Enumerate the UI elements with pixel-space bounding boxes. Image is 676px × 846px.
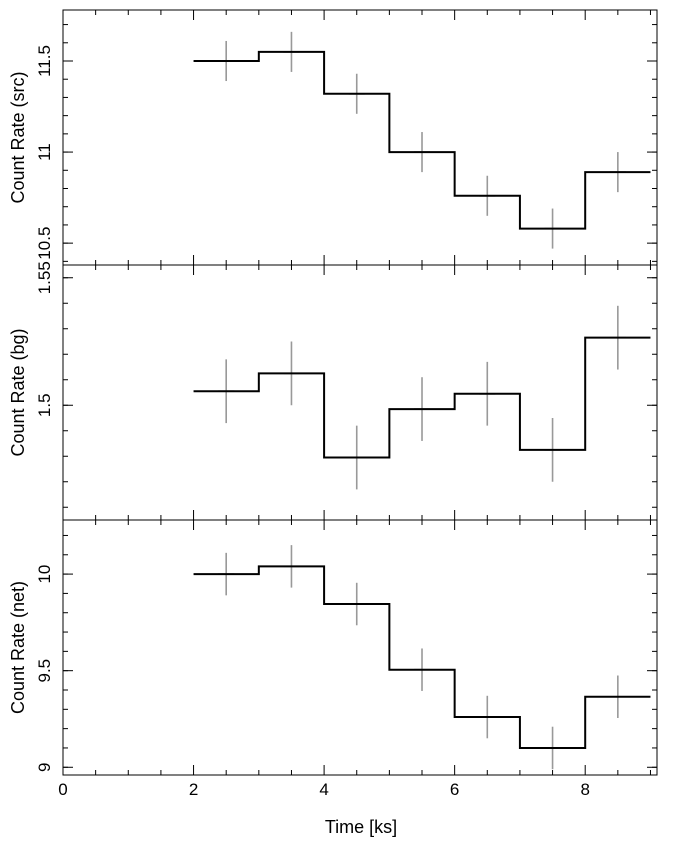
x-tick-label: 2 xyxy=(189,780,198,799)
y-axis-label: Count Rate (net) xyxy=(8,581,28,714)
x-tick-label: 4 xyxy=(319,780,328,799)
step-line xyxy=(193,50,651,230)
panel-frame xyxy=(62,9,658,266)
panel-3: 9 9.5 10 Count Rate (net) xyxy=(8,519,658,776)
step-line xyxy=(193,336,651,459)
y-tick-label: 9 xyxy=(35,763,54,772)
y-tick-label: 1.55 xyxy=(35,261,54,294)
step-line xyxy=(193,565,651,749)
y-tick-label: 9.5 xyxy=(35,659,54,683)
panel-1: 10.5 11 11.5 Count Rate (src) xyxy=(8,9,658,266)
x-axis-label: Time [ks] xyxy=(325,817,397,837)
y-axis-label: Count Rate (bg) xyxy=(8,328,28,456)
y-tick-label: 11.5 xyxy=(35,45,54,77)
x-tick-label: 6 xyxy=(450,780,459,799)
y-tick-label: 10.5 xyxy=(35,227,54,260)
y-tick-label: 1.5 xyxy=(35,393,54,417)
x-tick-label: 0 xyxy=(58,780,67,799)
x-tick-label: 8 xyxy=(580,780,589,799)
panel-2: 1.5 1.55 Count Rate (bg) xyxy=(8,261,658,521)
y-tick-label: 11 xyxy=(35,143,54,161)
y-axis-label: Count Rate (src) xyxy=(8,71,28,203)
panels-layer: 10.5 11 11.5 Count Rate (src) 1.5 1.55 Count R… xyxy=(8,9,658,799)
y-tick-label: 10 xyxy=(35,565,54,584)
panel-frame xyxy=(62,264,658,521)
panel-frame xyxy=(62,519,658,776)
